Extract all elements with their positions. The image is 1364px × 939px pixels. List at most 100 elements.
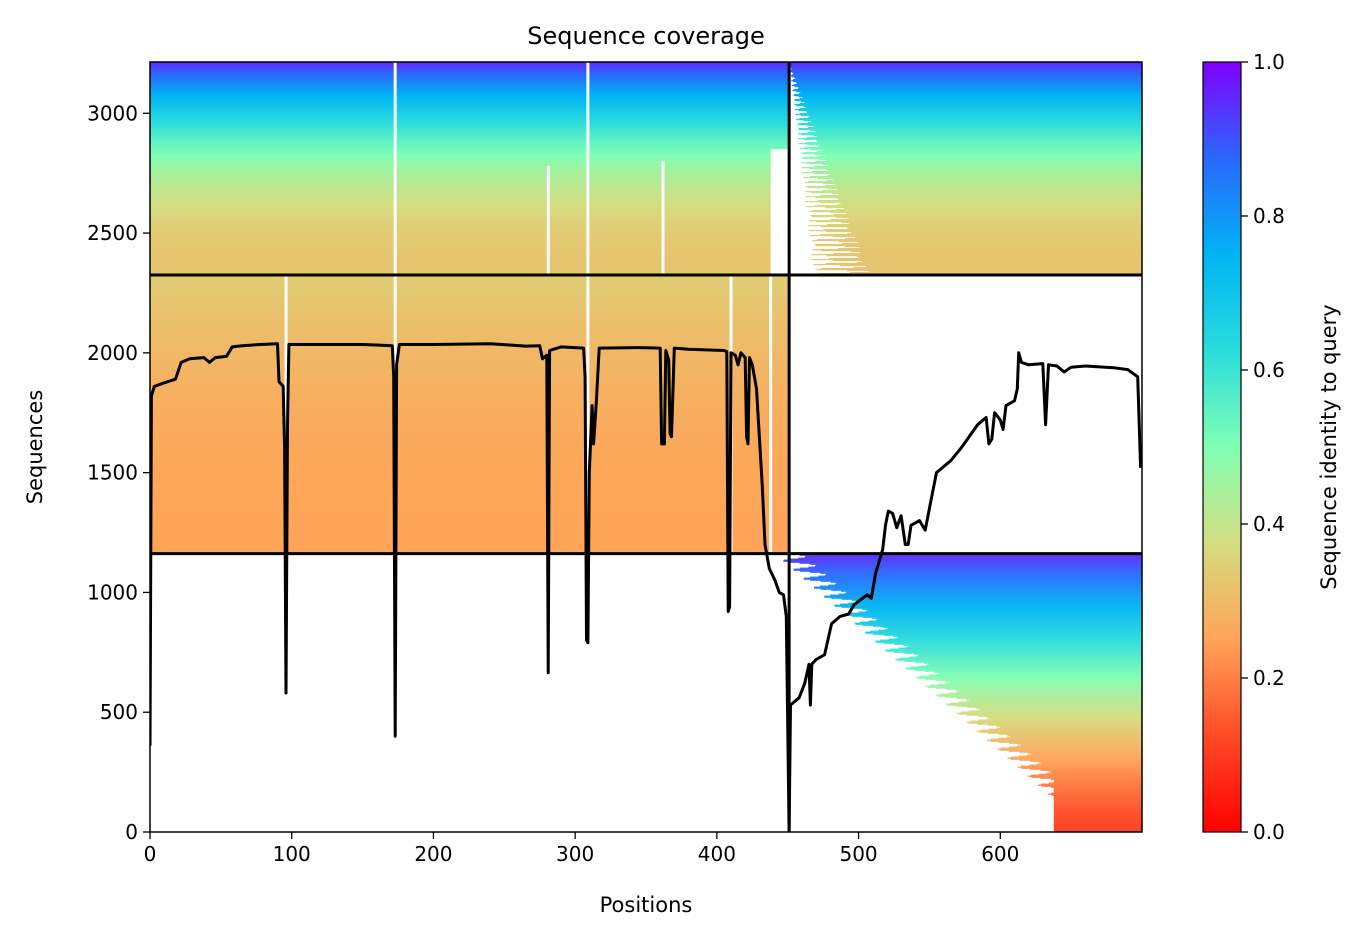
heatmap-row-5 <box>825 573 1142 575</box>
heatmap-row-0 <box>150 128 790 130</box>
heatmap-row-2 <box>150 551 790 553</box>
heatmap-row-5 <box>867 609 1142 611</box>
heatmap-row-2 <box>150 482 790 484</box>
heatmap-row-2 <box>150 527 790 529</box>
heatmap-row-1 <box>841 243 1142 245</box>
heatmap-row-5 <box>945 680 1142 682</box>
x-axis: 0 100 200 300 400 500 600 <box>144 832 1019 866</box>
heatmap-row-2 <box>150 533 790 535</box>
heatmap-row-2 <box>150 327 790 329</box>
heatmap-row-0 <box>150 126 790 128</box>
heatmap-row-1 <box>822 150 1142 152</box>
heatmap-row-0 <box>150 136 790 138</box>
heatmap-row-5 <box>936 673 1142 675</box>
heatmap-row-2 <box>150 337 790 339</box>
heatmap-row-5 <box>880 639 1142 641</box>
colorbar-tick-label: 0.2 <box>1253 666 1285 690</box>
heatmap-row-0 <box>150 170 790 172</box>
heatmap-row-5 <box>861 608 1142 610</box>
heatmap-row-5 <box>1048 793 1142 795</box>
heatmap-row-2 <box>150 509 790 511</box>
heatmap-row-1 <box>826 231 1142 233</box>
heatmap-row-5 <box>980 729 1142 731</box>
heatmap-row-5 <box>1030 753 1142 755</box>
heatmap-row-2 <box>150 417 790 419</box>
heatmap-row-5 <box>783 559 1142 561</box>
heatmap-row-5 <box>856 600 1142 602</box>
heatmap-row-1 <box>838 199 1142 201</box>
heatmap-row-0 <box>150 272 790 274</box>
heatmap-row-2 <box>150 371 790 373</box>
heatmap-row-5 <box>890 648 1142 650</box>
heatmap-row-0 <box>150 219 790 221</box>
heatmap-row-0 <box>150 100 790 102</box>
heatmap-row-2 <box>150 451 790 453</box>
heatmap-row-0 <box>150 189 790 191</box>
heatmap-row-5 <box>1053 811 1142 813</box>
heatmap-row-2 <box>150 317 790 319</box>
heatmap-row-2 <box>150 326 790 328</box>
heatmap-row-5 <box>946 688 1142 690</box>
heatmap-row-0 <box>150 218 790 220</box>
heatmap-row-2 <box>150 321 790 323</box>
heatmap-row-2 <box>150 506 790 508</box>
heatmap-row-0 <box>150 106 790 108</box>
heatmap-row-5 <box>886 650 1142 652</box>
heatmap-row-0 <box>150 240 790 242</box>
heatmap-row-5 <box>824 596 1142 598</box>
heatmap-row-1 <box>792 90 1142 92</box>
heatmap-row-5 <box>996 727 1142 729</box>
heatmap-row-5 <box>987 739 1142 741</box>
heatmap-row-2 <box>150 540 790 542</box>
heatmap-row-1 <box>856 262 1142 264</box>
heatmap-row-5 <box>966 700 1142 702</box>
heatmap-row-1 <box>830 212 1142 214</box>
heatmap-row-5 <box>1053 824 1142 826</box>
heatmap-row-0 <box>150 107 790 109</box>
heatmap-row-0 <box>150 113 790 115</box>
heatmap-row-1 <box>801 101 1142 103</box>
heatmap-row-5 <box>1000 747 1142 749</box>
heatmap-row-5 <box>1051 771 1142 773</box>
heatmap-row-1 <box>808 211 1142 213</box>
heatmap-row-5 <box>1053 804 1142 806</box>
heatmap-row-5 <box>864 631 1142 633</box>
x-tick-label: 100 <box>273 842 311 866</box>
heatmap-row-1 <box>798 87 1142 89</box>
heatmap-row-5 <box>834 605 1142 607</box>
heatmap-row-1 <box>793 79 1142 81</box>
heatmap-row-2 <box>150 473 790 475</box>
heatmap-row-0 <box>150 266 790 268</box>
heatmap-row-2 <box>150 311 790 313</box>
heatmap-row-0 <box>150 78 790 80</box>
heatmap-row-1 <box>801 134 1142 136</box>
heatmap-row-5 <box>1053 820 1142 822</box>
heatmap-row-2 <box>150 363 790 365</box>
heatmap-row-0 <box>150 182 790 184</box>
heatmap-row-1 <box>832 193 1142 195</box>
heatmap-row-5 <box>845 614 1142 616</box>
heatmap-row-5 <box>979 731 1142 733</box>
heatmap-row-1 <box>807 187 1142 189</box>
heatmap-row-5 <box>986 718 1142 720</box>
heatmap-row-0 <box>150 203 790 205</box>
heatmap-row-0 <box>150 110 790 112</box>
heatmap-row-5 <box>934 671 1142 673</box>
heatmap-row-5 <box>1007 734 1142 736</box>
gap-column <box>586 62 590 554</box>
heatmap-row-0 <box>150 101 790 103</box>
heatmap-row-1 <box>798 93 1142 95</box>
heatmap-row-5 <box>1036 763 1142 765</box>
heatmap-row-2 <box>150 429 790 431</box>
heatmap-row-1 <box>838 241 1142 243</box>
heatmap-row-2 <box>150 489 790 491</box>
heatmap-row-5 <box>948 692 1142 694</box>
heatmap-row-1 <box>815 197 1142 199</box>
heatmap-row-5 <box>893 643 1142 645</box>
heatmap-row-1 <box>793 95 1142 97</box>
heatmap-row-0 <box>150 177 790 179</box>
heatmap-row-5 <box>865 610 1142 612</box>
heatmap-row-5 <box>1053 791 1142 793</box>
heatmap-row-2 <box>150 526 790 528</box>
heatmap-row-1 <box>808 220 1142 222</box>
